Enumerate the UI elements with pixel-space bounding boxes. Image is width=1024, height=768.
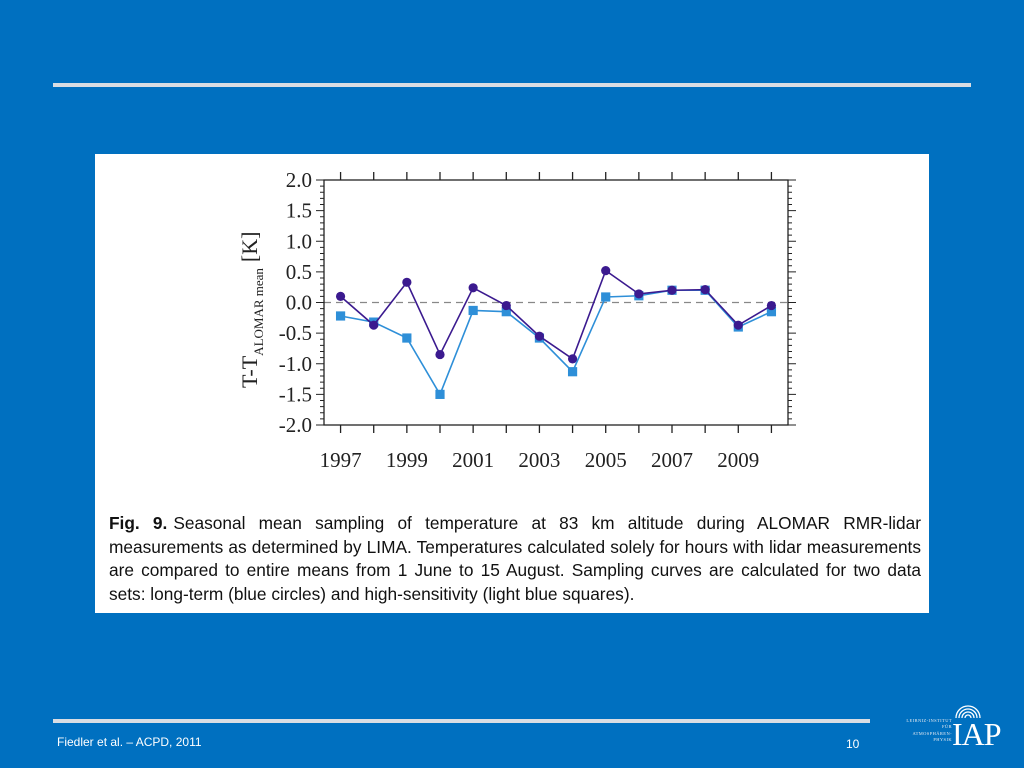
data-point-square [501, 307, 511, 317]
data-point-circle [534, 331, 545, 341]
x-tick-label: 1997 [320, 448, 362, 472]
data-point-circle [501, 300, 511, 311]
data-point-circle [766, 300, 777, 311]
y-tick-label: 2.0 [286, 168, 312, 192]
y-tick-label: -1.5 [279, 382, 312, 406]
data-point-circle [468, 283, 478, 293]
y-tick-label: 1.5 [286, 199, 312, 223]
x-tick-label: 2003 [518, 448, 560, 472]
data-point-square [402, 333, 412, 343]
ylabel-unit: [K] [237, 232, 262, 263]
ylabel-main: T-T [237, 355, 262, 388]
svg-text:T-TALOMAR mean[K]: T-TALOMAR mean [K] [237, 232, 266, 388]
logo-subtitle: LEIBNIZ-INSTITUT FÜR ATMOSPHÄREN- PHYSIK [906, 718, 952, 742]
data-point-square [435, 389, 445, 399]
data-point-square [601, 292, 611, 302]
x-tick-label: 1999 [386, 448, 428, 472]
data-point-square [335, 311, 346, 321]
page-number: 10 [846, 737, 860, 751]
data-point-square [468, 305, 478, 316]
y-tick-label: -2.0 [279, 413, 312, 437]
data-point-circle [369, 320, 379, 330]
y-tick-label: 0.5 [286, 260, 312, 284]
data-point-circle [567, 354, 578, 364]
data-point-circle [634, 289, 644, 299]
data-point-circle [402, 277, 412, 287]
footer-citation: Fiedler et al. – ACPD, 2011 [57, 735, 202, 749]
x-tick-label: 2009 [717, 448, 759, 472]
chart: T-TALOMAR mean [K] 2.0 1.5 1.0 0.5 0.0 -0.5 -1.… [237, 168, 796, 472]
figure-panel: T-TALOMAR mean [K] 2.0 1.5 1.0 0.5 0.0 -0.5 -1.… [95, 154, 929, 613]
logo-text: IAP [952, 716, 1002, 752]
data-point-circle [733, 320, 743, 330]
data-point-square [567, 367, 578, 377]
caption-text: Seasonal mean sampling of temperature at… [109, 513, 921, 604]
y-tick-label: -1.0 [279, 352, 312, 376]
data-point-circle [335, 291, 346, 301]
ylabel-sub: ALOMAR mean [251, 268, 266, 356]
figure-caption: Fig. 9. Seasonal mean sampling of tempera… [109, 512, 921, 606]
top-divider [53, 83, 971, 87]
x-tick-label: 2007 [651, 448, 693, 472]
data-point-circle [601, 266, 611, 276]
data-point-circle [435, 349, 445, 360]
x-tick-label: 2001 [452, 448, 494, 472]
iap-logo: LEIBNIZ-INSTITUT FÜR ATMOSPHÄREN- PHYSIK… [884, 696, 1014, 756]
y-axis-label: T-TALOMAR mean [K] [237, 232, 266, 388]
y-tick-label: -0.5 [279, 321, 312, 345]
bottom-divider [53, 719, 870, 723]
data-point-circle [700, 285, 710, 295]
y-tick-label: 1.0 [286, 229, 312, 253]
logo-arc-icon [955, 705, 981, 719]
data-point-square [766, 307, 777, 317]
caption-label: Fig. 9. [109, 513, 168, 533]
x-tick-label: 2005 [585, 448, 627, 472]
series-line-circles [340, 269, 772, 361]
data-point-circle [667, 285, 677, 295]
y-tick-label: 0.0 [286, 291, 312, 315]
